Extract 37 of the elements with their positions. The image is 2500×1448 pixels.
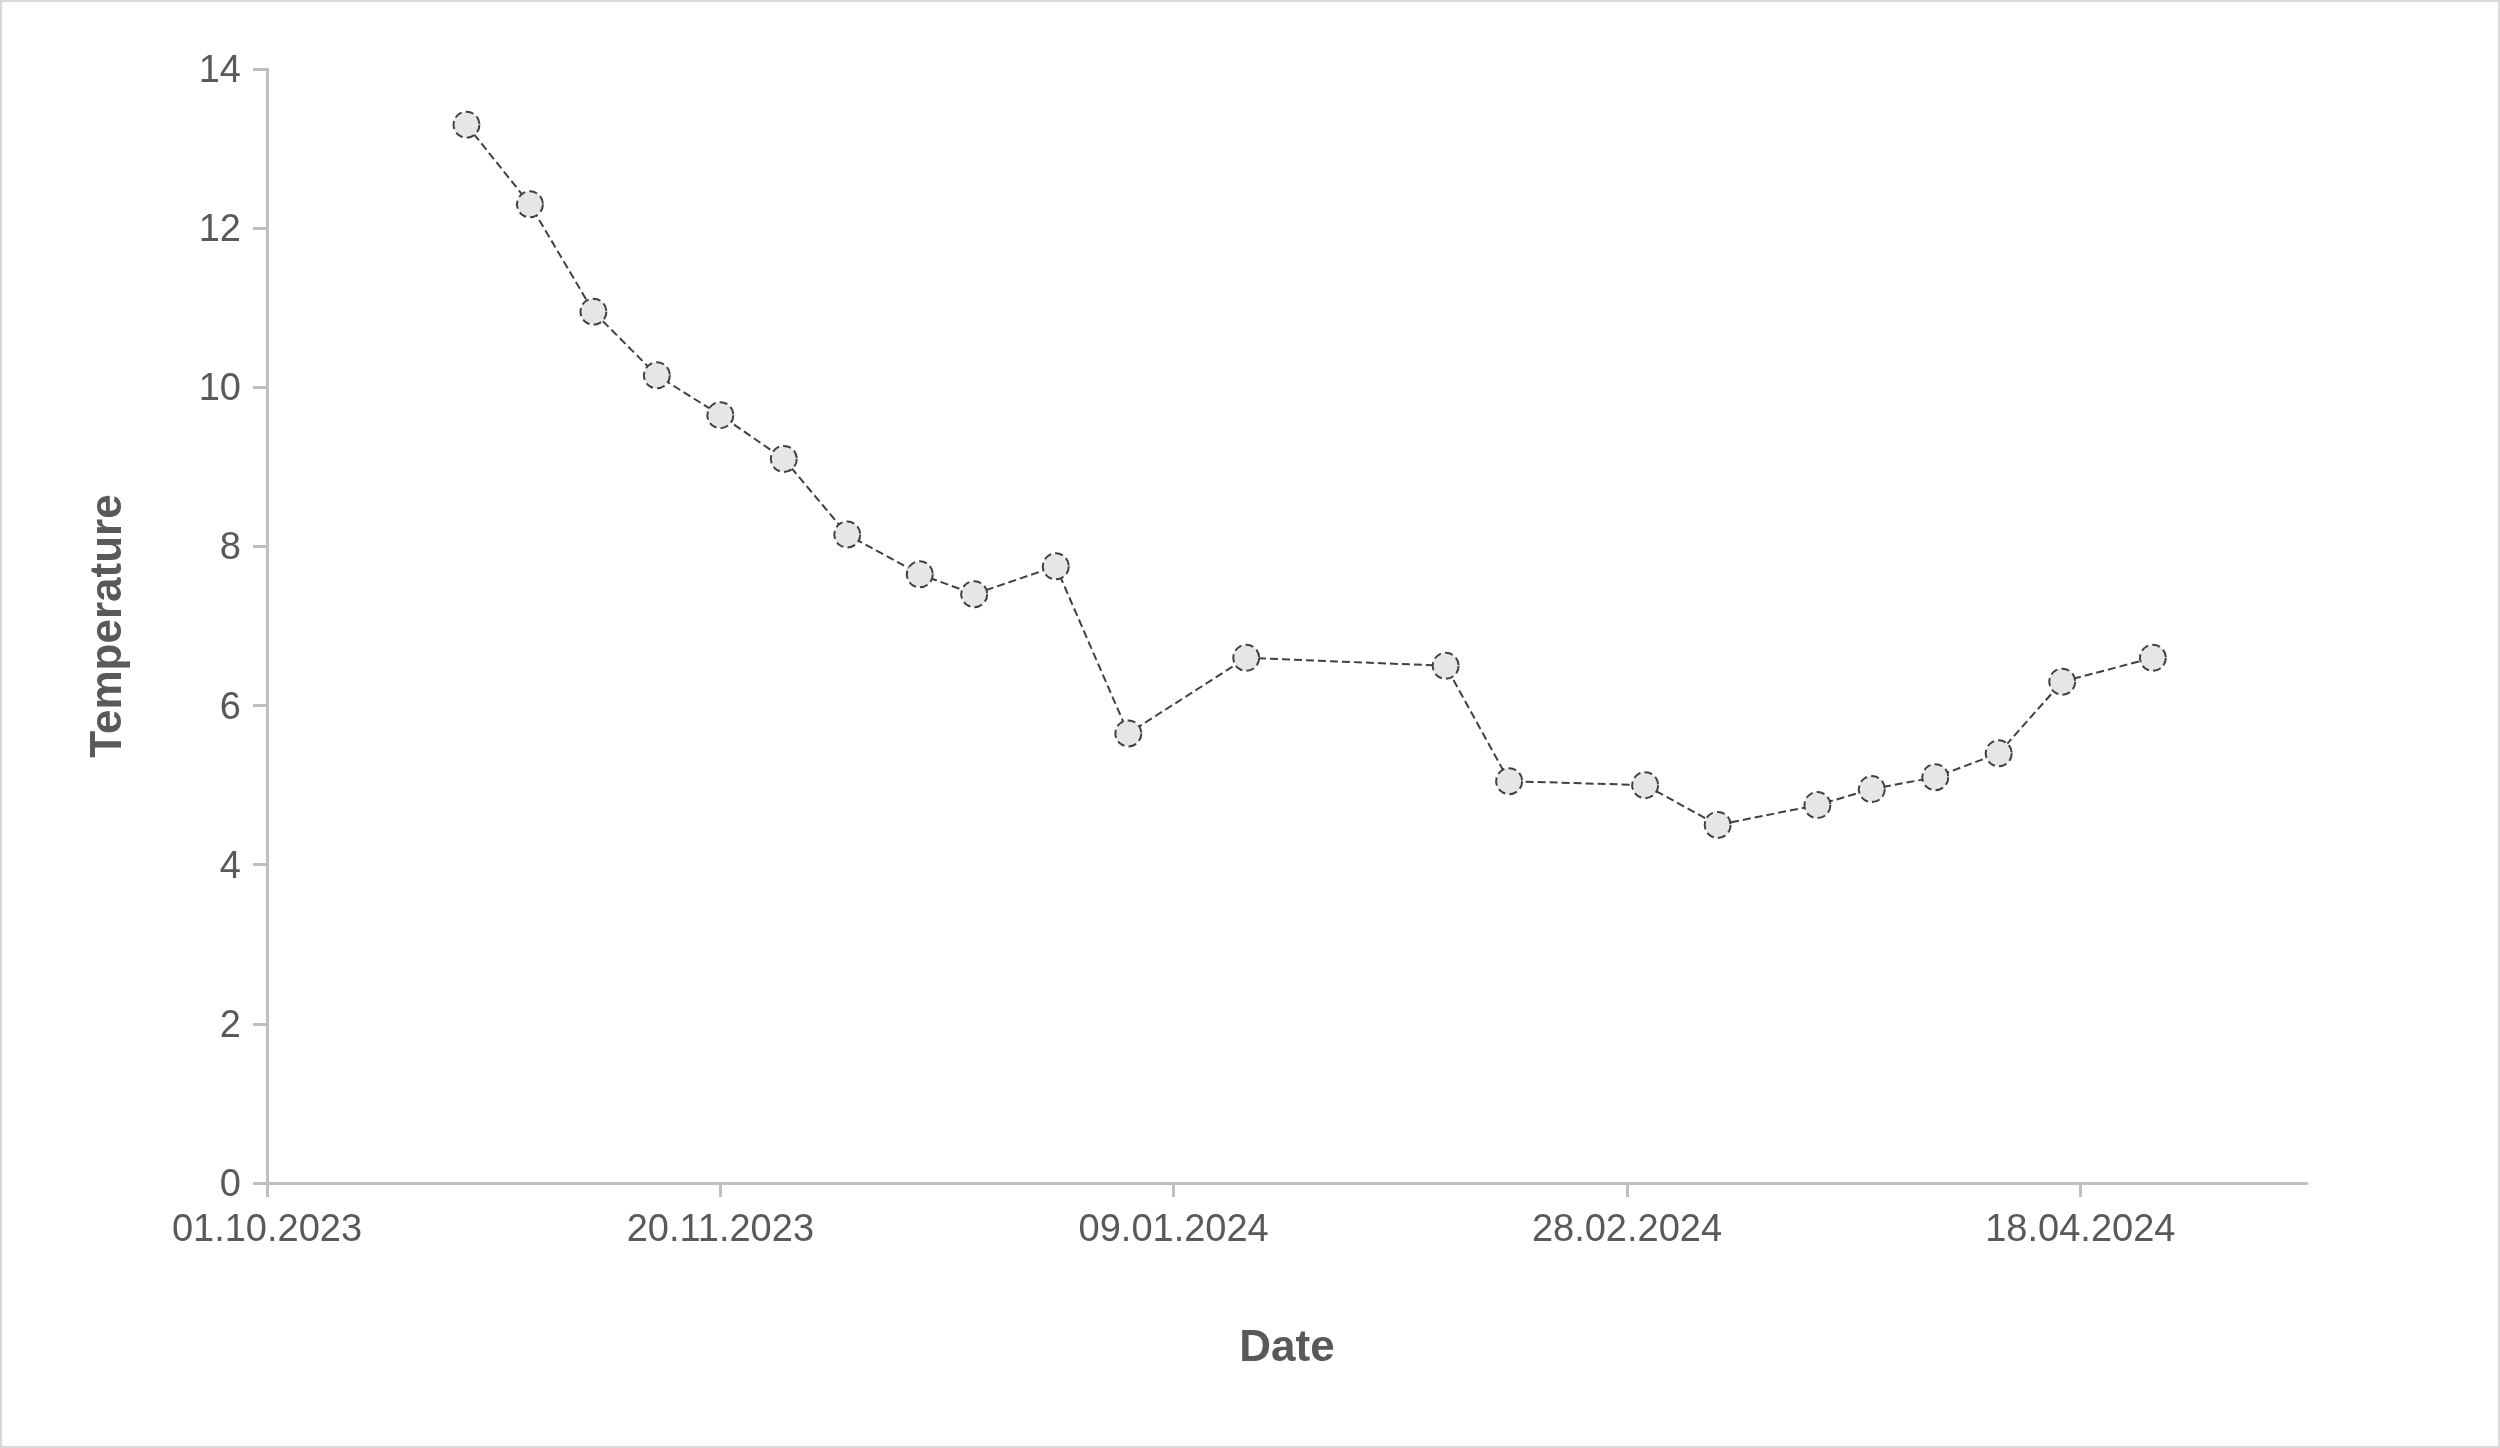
y-tick-label: 6 [219,684,241,727]
x-tick-label: 20.11.2023 [626,1207,815,1249]
point [1857,775,1886,804]
y-tick-label: 10 [198,366,241,409]
point [1041,552,1070,581]
point [579,297,608,326]
point [1495,767,1524,796]
point [1631,771,1660,800]
y-tick-label: 2 [219,1002,241,1045]
point [1984,739,2013,768]
point [1703,810,1732,839]
x-tick-label: 18.04.2024 [1985,1207,2176,1249]
point [1431,651,1460,680]
y-tick-label: 8 [219,525,241,568]
point [1803,791,1832,820]
point [960,580,989,609]
y-tick-label: 14 [198,48,241,90]
point [706,401,735,430]
y-tick-label: 12 [198,207,241,250]
point [905,560,934,589]
point [515,190,544,219]
point [833,520,862,549]
point [1232,643,1261,672]
y-axis-title: Temperature [80,494,130,758]
x-tick-label: 01.10.2023 [171,1207,363,1249]
x-tick-label: 28.02.2024 [1531,1207,1723,1249]
point [452,110,481,139]
y-tick-label: 0 [219,1162,241,1204]
y-tick-label: 4 [219,843,241,886]
point [1114,719,1143,748]
point [2048,667,2077,696]
x-axis-title: Date [1239,1320,1335,1370]
point [642,361,671,390]
point [769,444,798,473]
point [1921,763,1950,792]
x-tick-label: 09.01.2024 [1078,1207,1269,1249]
point [2138,643,2167,672]
